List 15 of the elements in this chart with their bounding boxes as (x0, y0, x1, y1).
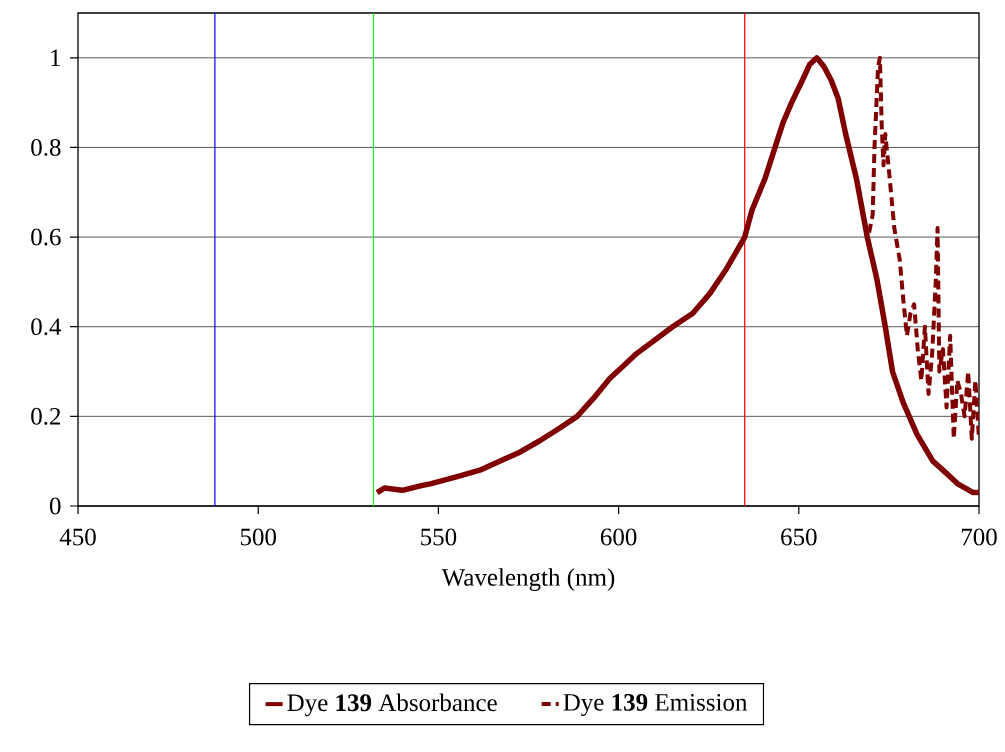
legend-label: Dye 139 Absorbance (287, 693, 497, 717)
x-tick-label: 500 (240, 528, 276, 546)
y-tick-label: 0.4 (31, 318, 62, 336)
x-tick-label: 650 (781, 528, 817, 546)
x-tick-label: 600 (600, 528, 637, 546)
x-tick-label: 700 (961, 528, 997, 546)
y-tick-label: 1 (51, 49, 60, 67)
y-tick-label: 0.2 (31, 407, 61, 425)
legend-label: Dye 139 Emission (563, 693, 748, 716)
y-tick-label: 0.8 (31, 138, 61, 156)
x-tick-label: 550 (421, 528, 457, 546)
x-axis-title: Wavelength (nm) (441, 568, 615, 591)
y-tick-label: 0 (49, 497, 61, 515)
x-tick-label: 450 (59, 528, 96, 546)
y-tick-label: 0.6 (31, 228, 61, 246)
